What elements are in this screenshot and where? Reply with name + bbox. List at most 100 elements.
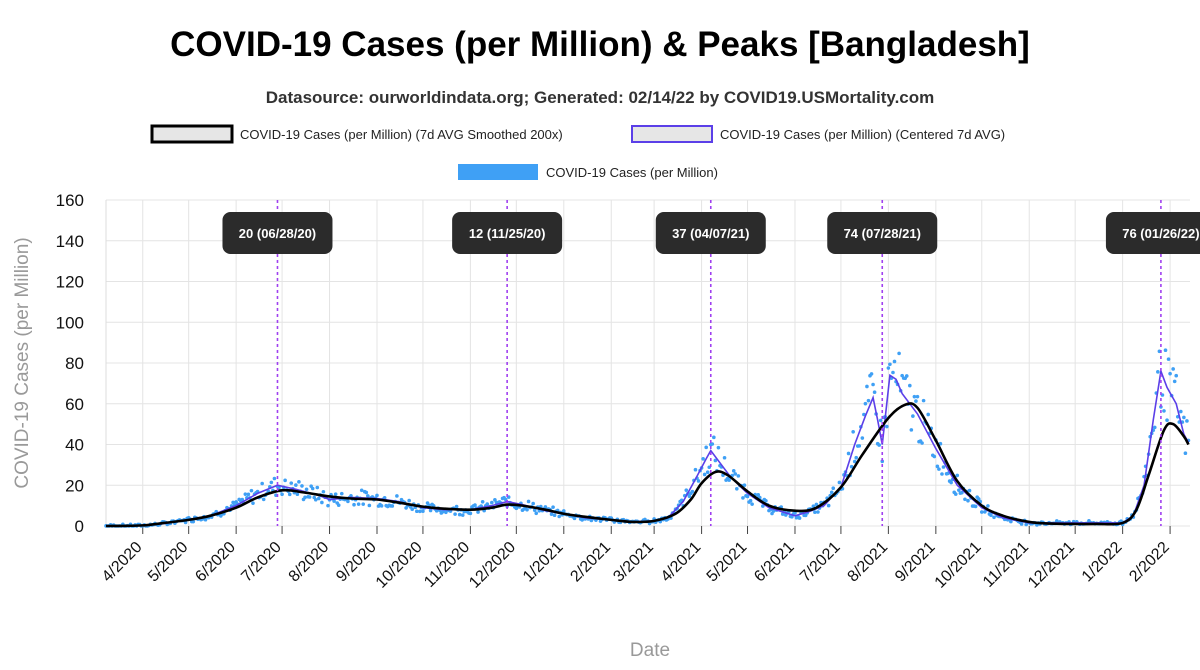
daily-case-point [702,472,707,477]
daily-case-point [866,398,871,403]
daily-case-point [526,499,531,504]
daily-case-point [1165,418,1169,423]
daily-case-point [203,517,208,522]
daily-case-point [963,497,967,502]
peak-label-box [827,212,938,254]
daily-case-point [251,501,255,505]
daily-case-point [885,424,889,429]
daily-case-point [829,490,834,495]
y-tick-label: 120 [56,273,84,292]
daily-case-point [333,492,338,496]
daily-case-point [915,394,920,399]
daily-case-point [687,494,692,499]
daily-case-point [693,467,698,472]
daily-case-point [549,512,554,517]
daily-case-point [814,502,819,507]
daily-case-point [857,444,862,448]
series-line-centered-7d [105,368,1190,527]
daily-case-point [705,470,710,475]
legend-label-centered: COVID-19 Cases (per Million) (Centered 7… [720,127,1005,142]
daily-case-point [837,480,842,485]
daily-case-point [908,383,912,388]
daily-case-point [272,476,277,481]
daily-case-point [366,494,370,498]
daily-case-point [846,451,851,456]
x-tick-label: 7/2020 [238,539,285,586]
x-axis-label: Date [630,640,670,661]
daily-case-point [280,492,284,497]
daily-case-point [741,496,745,500]
daily-case-point [407,498,411,503]
daily-case-point [1179,409,1183,414]
daily-case-point [955,473,960,478]
daily-case-point [476,510,480,514]
daily-case-point [531,501,535,506]
daily-case-point [932,454,937,459]
daily-case-point [862,412,866,417]
daily-case-point [246,492,251,497]
daily-case-point [534,511,539,516]
x-tick-label: 1/2022 [1079,539,1126,586]
daily-case-point [863,401,868,406]
x-tick-label: 6/2021 [751,539,798,586]
daily-case-point [1163,348,1168,353]
legend: COVID-19 Cases (per Million) (7d AVG Smo… [150,124,1005,180]
daily-case-point [294,483,298,487]
peak-label: 76 (01/26/22) [1122,226,1199,241]
daily-case-point [287,492,292,497]
daily-case-point [891,370,895,375]
daily-case-point [1182,415,1186,420]
daily-case-point [332,499,336,503]
daily-case-point [911,414,915,418]
peak-label: 12 (11/25/20) [469,226,546,241]
daily-case-point [428,508,433,513]
peak-label-box [1105,212,1200,254]
daily-case-point [716,445,721,450]
daily-case-point [339,491,344,496]
daily-case-point [249,488,254,493]
daily-case-point [1009,519,1013,524]
daily-case-point [966,498,970,503]
daily-case-point [349,493,353,498]
daily-case-point [434,509,439,513]
daily-case-point [303,495,307,500]
y-tick-label: 140 [56,232,84,251]
x-tick-label: 2/2021 [567,539,614,586]
daily-case-point [851,429,855,434]
x-axis-ticks: 4/2020 5/2020 6/2020 7/2020 8/2020 9/202010/2… [99,526,1173,592]
daily-case-point [485,502,490,506]
x-tick-label: 11/2020 [421,539,473,591]
daily-case-point [727,478,731,482]
daily-case-point [454,504,459,509]
x-tick-label: 3/2021 [610,539,657,586]
daily-case-point [557,514,561,519]
daily-case-point [764,498,768,503]
legend-label-smoothed: COVID-19 Cases (per Million) (7d AVG Smo… [240,127,563,142]
daily-case-point [849,464,854,469]
daily-case-point [313,497,318,502]
daily-case-point [460,513,465,517]
daily-case-point [359,488,364,493]
daily-case-point [326,503,330,508]
daily-case-point [742,483,747,488]
daily-case-point [813,510,817,515]
daily-case-point [897,351,901,356]
daily-case-point [949,480,953,485]
daily-case-point [346,499,350,504]
daily-case-point [750,502,754,506]
daily-case-point [745,494,750,499]
daily-case-point [940,472,944,476]
x-tick-label: 10/2020 [373,539,426,592]
daily-case-point [722,455,727,460]
daily-case-point [935,464,940,469]
daily-case-point [967,488,972,493]
peak-label: 37 (04/07/21) [672,226,749,241]
daily-case-point [410,507,415,512]
daily-case-point [872,390,877,395]
daily-case-point [543,505,548,509]
daily-case-point [826,503,831,508]
daily-case-point [352,502,356,507]
daily-case-point [912,394,917,399]
